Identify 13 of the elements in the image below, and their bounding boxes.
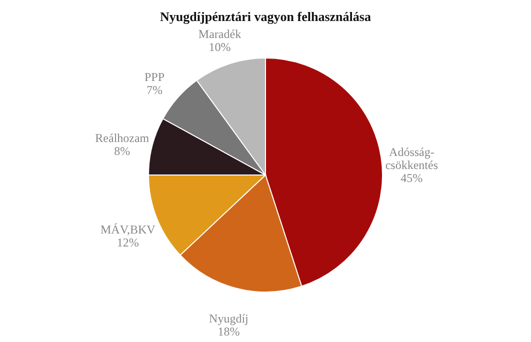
slice-label: Reálhozam [95, 131, 150, 146]
data-label: 18% [218, 324, 240, 338]
slice-label: Adósság-csökkentés [385, 144, 438, 172]
data-label: 8% [114, 144, 130, 158]
chart-title: Nyugdíjpénztári vagyon felhasználása [160, 9, 372, 24]
data-label: 10% [208, 40, 231, 54]
data-label: 12% [116, 235, 139, 250]
slice-label: MÁV,BKV [100, 222, 156, 236]
data-label: 45% [400, 170, 423, 185]
slice-label: PPP [144, 70, 165, 84]
slice-label: Maradék [198, 27, 242, 42]
slice-label: Nyugdíj [209, 311, 248, 326]
data-label: 7% [146, 83, 162, 98]
